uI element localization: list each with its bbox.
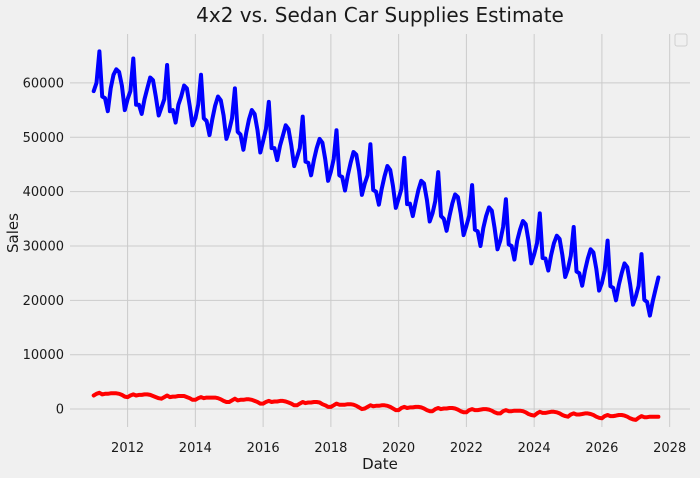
series-layer [91, 49, 661, 422]
x-tick-label: 2014 [179, 441, 212, 456]
x-tick-label: 2016 [247, 441, 280, 456]
series-line-2 [91, 390, 661, 422]
x-tick-label: 2012 [111, 441, 144, 456]
y-axis-label: Sales [4, 213, 22, 253]
tick-labels: 2012 2014 2016 2018 2020 2022 2024 2026 2028 0 100… [23, 76, 687, 456]
x-tick-label: 2024 [518, 441, 551, 456]
y-tick-label: 40000 [23, 185, 64, 200]
x-axis-label: Date [362, 455, 398, 473]
x-tick-label: 2028 [653, 441, 686, 456]
y-tick-label: 50000 [23, 131, 64, 146]
x-tick-label: 2020 [382, 441, 415, 456]
x-tick-label: 2018 [314, 441, 347, 456]
y-tick-label: 20000 [23, 294, 64, 309]
y-tick-label: 0 [56, 403, 64, 418]
x-tick-label: 2022 [450, 441, 483, 456]
chart-title: 4x2 vs. Sedan Car Supplies Estimate [196, 3, 564, 27]
y-tick-label: 60000 [23, 76, 64, 91]
y-tick-label: 30000 [23, 239, 64, 254]
y-tick-label: 10000 [23, 348, 64, 363]
legend-box [674, 33, 688, 47]
x-tick-label: 2026 [585, 441, 618, 456]
series-line-1 [91, 49, 661, 318]
